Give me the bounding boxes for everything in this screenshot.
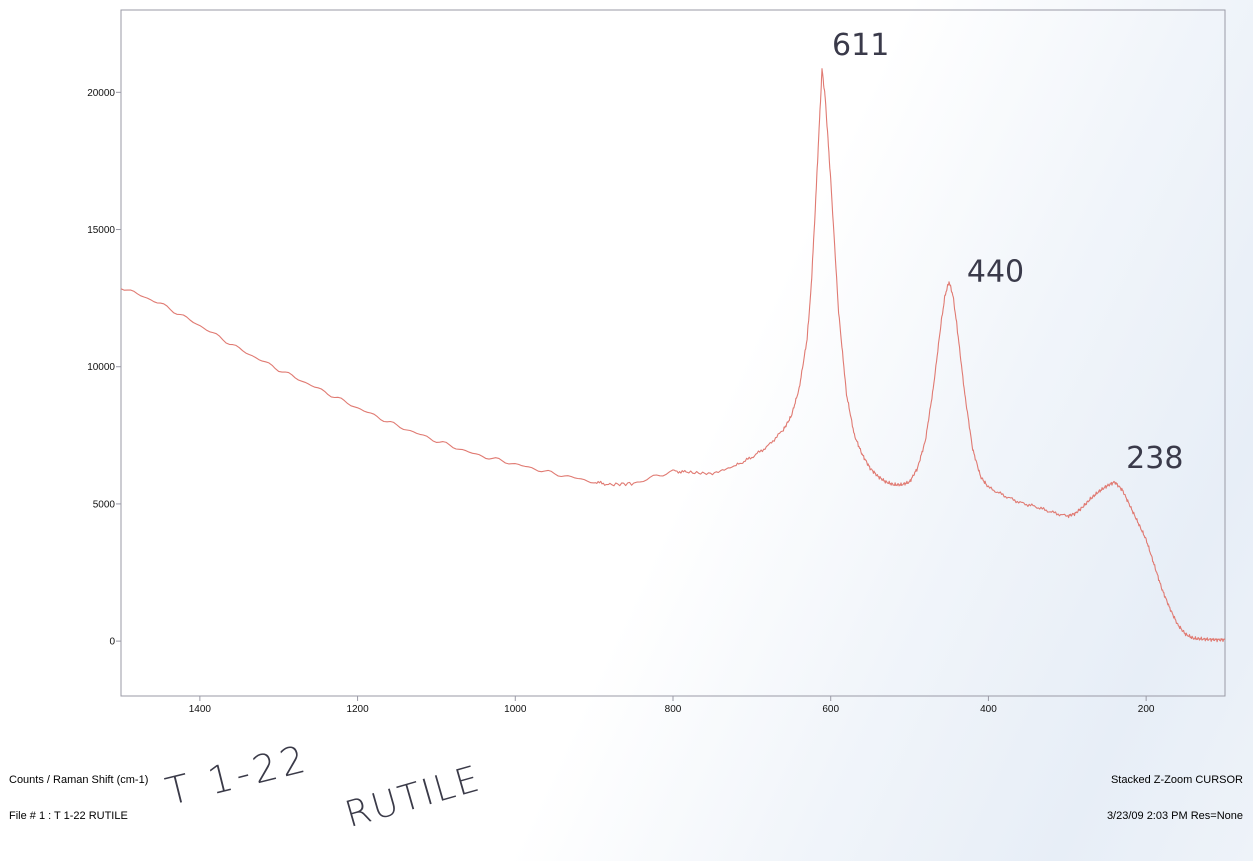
plot-frame — [120, 9, 1226, 697]
x-axis-ticks: 1400 1200 1000 800 600 400 200 — [189, 696, 1155, 715]
x-tick-label: 400 — [980, 704, 997, 715]
peak-label: 440 — [967, 254, 1024, 289]
file-label: File # 1 : T 1-22 RUTILE — [9, 810, 128, 822]
y-tick-label: 15000 — [87, 225, 115, 236]
x-tick-label: 600 — [822, 704, 839, 715]
x-tick-label: 1000 — [504, 704, 527, 715]
x-tick-label: 1400 — [189, 704, 212, 715]
timestamp-label: 3/23/09 2:03 PM Res=None — [1106, 810, 1243, 822]
y-tick-label: 0 — [109, 637, 115, 648]
axis-caption: Counts / Raman Shift (cm-1) — [9, 774, 149, 786]
peak-label: 238 — [1126, 441, 1183, 476]
y-tick-label: 5000 — [93, 499, 116, 510]
y-tick-label: 20000 — [87, 88, 115, 99]
x-tick-label: 1200 — [346, 704, 369, 715]
x-tick-label: 800 — [665, 704, 682, 715]
series-line-spectrum — [120, 68, 1226, 643]
y-axis-ticks: 0 5000 10000 15000 20000 — [87, 88, 121, 648]
mode-label: Stacked Z-Zoom CURSOR — [1110, 774, 1243, 786]
peak-label: 611 — [832, 28, 889, 63]
x-tick-label: 200 — [1138, 704, 1155, 715]
peak-annotations: 611 440 238 — [832, 28, 1183, 476]
y-tick-label: 10000 — [87, 362, 115, 373]
